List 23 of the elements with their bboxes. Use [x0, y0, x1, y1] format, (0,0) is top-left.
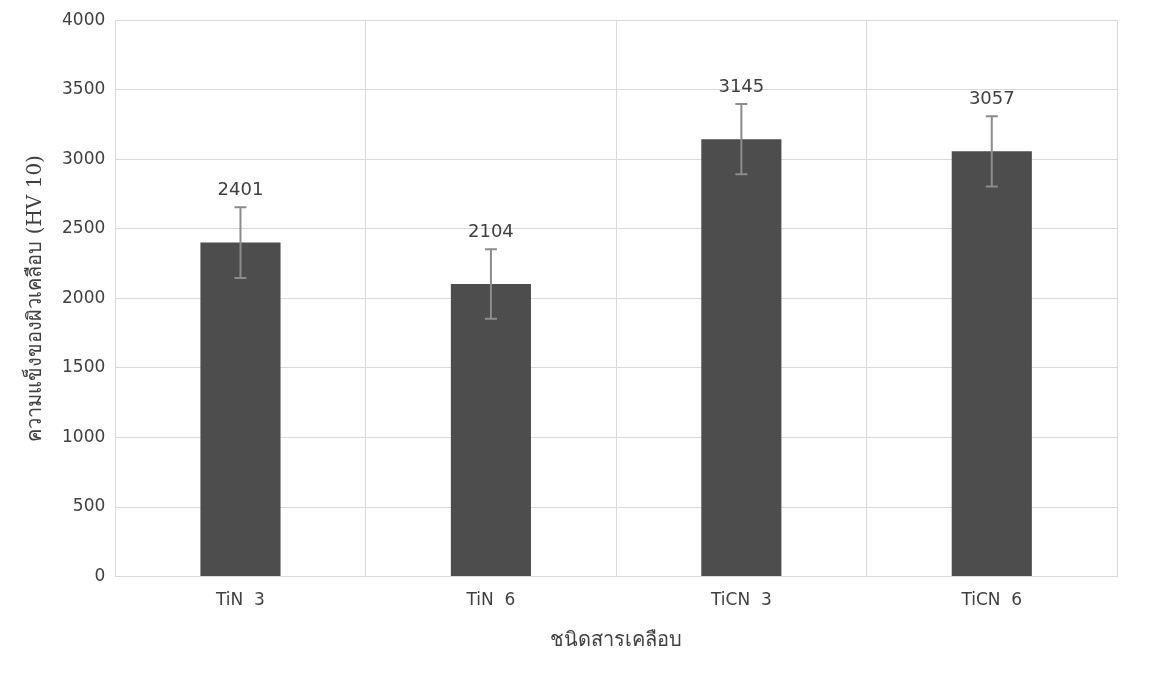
data-label: 2104: [468, 219, 514, 241]
bar: [200, 242, 281, 577]
y-tick-label: 3500: [62, 78, 106, 99]
x-axis-title: ชนิดสารเคลือบ: [550, 627, 683, 652]
y-tick-label: 2500: [62, 217, 106, 238]
data-label: 3057: [968, 86, 1015, 108]
x-tick-label: TiCN 3: [709, 589, 772, 610]
x-tick-label: TiN 3: [215, 589, 265, 610]
y-axis-title: ความแข็งของผิวเคลือบ (HV 10): [21, 155, 47, 442]
y-tick-label: 500: [72, 495, 106, 516]
y-tick-label: 3000: [62, 147, 106, 168]
bar: [951, 151, 1032, 577]
data-label: 2401: [217, 177, 264, 199]
bar: [450, 283, 531, 577]
x-tick-label: TiCN 6: [960, 589, 1023, 610]
y-tick-label: 2000: [62, 286, 106, 307]
y-tick-label: 1000: [62, 425, 106, 446]
y-tick-label: 1500: [62, 356, 106, 377]
bar: [701, 139, 782, 577]
data-label: 3145: [718, 74, 765, 96]
y-tick-label: 4000: [62, 8, 106, 29]
y-tick-label: 0: [94, 565, 106, 586]
x-tick-label: TiN 6: [465, 589, 516, 610]
